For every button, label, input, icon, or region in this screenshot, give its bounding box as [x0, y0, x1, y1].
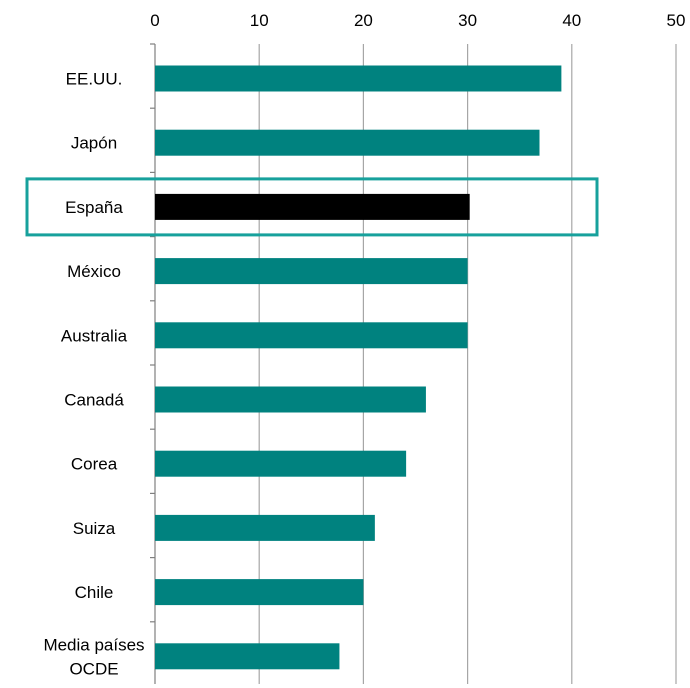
category-labels: EE.UU. Japón España México Australia Canadá Co…	[43, 70, 144, 679]
category-label-5: Canadá	[64, 391, 124, 410]
bar-0	[155, 65, 562, 92]
x-tick-label-10: 10	[250, 11, 269, 30]
category-label-2: España	[65, 198, 123, 217]
bar-2	[155, 193, 470, 220]
category-axis	[150, 43, 156, 684]
category-label-0: EE.UU.	[66, 70, 123, 89]
x-tick-label-0: 0	[150, 11, 159, 30]
category-label-6: Corea	[71, 455, 118, 474]
bar-8	[155, 579, 364, 606]
highlight-layer	[25, 177, 599, 237]
x-axis-tick-labels: 0 10 20 30 40 50	[150, 11, 685, 30]
category-label-3: México	[67, 262, 121, 281]
bar-1	[155, 129, 540, 156]
category-label-9: Media países OCDE	[43, 635, 144, 678]
x-tick-label-30: 30	[458, 11, 477, 30]
x-tick-label-40: 40	[562, 11, 581, 30]
bar-6	[155, 450, 407, 477]
x-tick-label-20: 20	[354, 11, 373, 30]
category-label-7: Suiza	[73, 519, 116, 538]
category-label-4: Australia	[61, 326, 128, 345]
highlight-box	[25, 177, 599, 237]
category-label-1: Japón	[71, 134, 117, 153]
bar-5	[155, 386, 426, 413]
bar-9	[155, 643, 340, 670]
bar-3	[155, 258, 468, 285]
bar-7	[155, 514, 375, 541]
bar-4	[155, 322, 468, 349]
category-label-8: Chile	[75, 583, 114, 602]
bars	[155, 65, 562, 670]
x-tick-label-50: 50	[667, 11, 686, 30]
